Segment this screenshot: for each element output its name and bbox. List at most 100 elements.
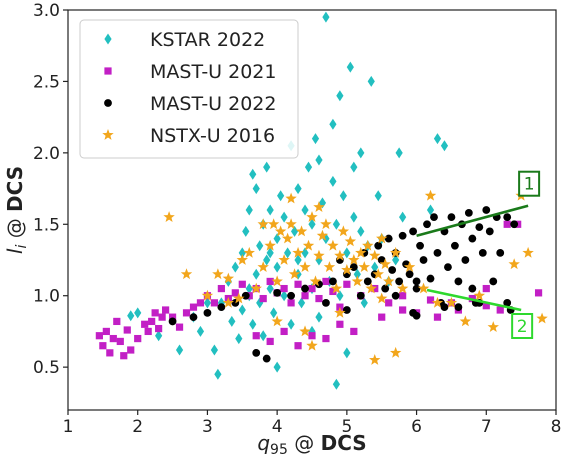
data-point (175, 323, 184, 331)
data-point (378, 313, 386, 321)
data-point (285, 192, 297, 204)
data-point (306, 211, 318, 222)
data-point (280, 327, 288, 336)
data-point (496, 248, 505, 257)
data-point (433, 248, 442, 257)
data-point (389, 346, 402, 358)
data-point (196, 299, 205, 307)
y-axis-title-bold: DCS (3, 166, 27, 212)
data-point (235, 333, 243, 345)
data-point (271, 275, 283, 287)
data-point (409, 308, 417, 317)
data-point (409, 227, 417, 236)
data-point (295, 225, 308, 237)
data-point (327, 239, 339, 251)
data-point (503, 298, 512, 307)
data-point (245, 204, 253, 216)
data-point (342, 306, 351, 314)
data-point (280, 290, 288, 302)
data-point (320, 218, 332, 230)
data-point (180, 268, 193, 280)
data-point (412, 284, 421, 293)
data-point (231, 289, 239, 297)
data-point (344, 235, 357, 247)
data-point (231, 261, 239, 273)
x-axis-title-bold: DCS (321, 431, 367, 455)
x-axis-ticks: 1 2 3 4 5 6 7 8 (63, 410, 561, 437)
data-point (356, 291, 365, 300)
data-point (280, 284, 288, 293)
data-point (238, 304, 246, 316)
legend-marker-icon (104, 99, 112, 107)
data-point (266, 337, 274, 346)
legend-entry: NSTX-U 2016 (102, 125, 275, 147)
data-point (127, 346, 135, 354)
data-point (151, 309, 159, 317)
data-point (113, 317, 121, 326)
data-point (482, 206, 491, 214)
legend-label: MAST-U 2022 (150, 93, 276, 115)
data-point (388, 266, 397, 274)
data-point (382, 275, 395, 287)
data-point (292, 246, 304, 258)
data-point (134, 334, 142, 343)
data-point (433, 313, 442, 321)
data-point (264, 239, 276, 251)
data-point (311, 133, 320, 145)
data-point (362, 239, 374, 251)
data-point (454, 303, 463, 312)
data-point (473, 289, 486, 301)
data-point (168, 317, 177, 326)
data-point (372, 268, 384, 280)
y-axis-title-rest: @ (3, 212, 27, 245)
data-point (424, 189, 437, 201)
data-point (459, 315, 472, 327)
data-point (385, 299, 393, 307)
data-point (341, 264, 353, 275)
legend-label: MAST-U 2021 (150, 61, 276, 83)
x-axis-title-rest: @ (288, 431, 321, 455)
data-point (308, 218, 316, 230)
data-point (210, 299, 218, 307)
data-point (348, 254, 360, 265)
data-point (273, 361, 281, 373)
data-point (336, 90, 344, 102)
data-point (294, 342, 302, 350)
data-point (392, 254, 400, 266)
data-point (316, 229, 329, 241)
data-point (249, 168, 257, 180)
data-point (454, 277, 463, 286)
data-point (168, 313, 177, 321)
data-point (301, 204, 309, 216)
data-point (301, 284, 309, 293)
data-point (403, 261, 416, 272)
data-point (322, 334, 330, 343)
data-point (99, 342, 107, 350)
data-point (433, 133, 442, 145)
data-point (243, 246, 255, 258)
data-point (144, 327, 152, 336)
data-point (430, 213, 438, 222)
data-point (343, 280, 351, 288)
data-point (214, 368, 222, 380)
data-point (201, 289, 214, 301)
data-point (308, 284, 316, 293)
data-point (336, 290, 344, 302)
data-point (217, 284, 225, 293)
data-point (399, 306, 407, 314)
data-point (399, 292, 407, 300)
data-points (95, 11, 548, 390)
data-point (503, 220, 511, 228)
legend-marker-icon (104, 67, 112, 75)
data-point (399, 211, 407, 223)
data-point (322, 277, 330, 286)
data-point (534, 289, 543, 297)
data-point (478, 248, 487, 257)
data-point (396, 282, 409, 294)
data-point (299, 325, 311, 337)
legend-marker-icon (104, 33, 112, 45)
data-point (217, 303, 226, 312)
data-point (273, 261, 281, 273)
data-point (503, 213, 512, 222)
